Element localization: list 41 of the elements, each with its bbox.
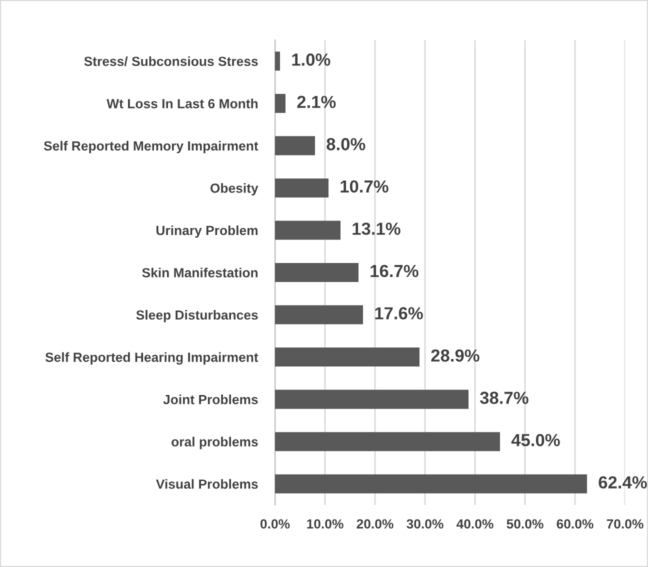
data-label: 17.6%: [375, 307, 423, 320]
x-tick-label: 10.0%: [307, 519, 344, 529]
data-label: 2.1%: [297, 96, 336, 108]
data-label: 45.0%: [511, 434, 560, 446]
y-tick-label: Sleep Disturbances: [136, 310, 258, 322]
bar: [275, 136, 315, 156]
data-label: 62.4%: [598, 476, 647, 489]
data-label: 1.0%: [292, 54, 330, 66]
x-tick-label: 70.0%: [606, 519, 644, 529]
data-label: 10.7%: [340, 180, 388, 193]
x-tick-label: 50.0%: [506, 519, 544, 529]
bar: [275, 178, 328, 198]
y-tick-label: oral problems: [172, 436, 258, 450]
x-tick-label: 30.0%: [406, 519, 444, 529]
bar: [275, 52, 280, 71]
y-tick-label: Urinary Problem: [156, 225, 258, 238]
y-tick-label: Self Reported Hearing Impairment: [45, 352, 258, 365]
x-tick-label: 40.0%: [456, 519, 494, 529]
bar: [275, 262, 358, 282]
bar: [275, 474, 587, 494]
y-tick-label: Obesity: [210, 183, 258, 196]
bar: [275, 94, 286, 113]
bar: [275, 305, 363, 324]
y-tick-label: Self Reported Memory Impairment: [44, 140, 258, 154]
x-tick-label: 20.0%: [356, 519, 394, 529]
y-tick-label: Visual Problems: [156, 479, 258, 489]
data-label: 8.0%: [326, 138, 366, 150]
y-tick-label: Skin Manifestation: [142, 268, 258, 278]
y-tick-label: Joint Problems: [163, 394, 258, 404]
data-label: 38.7%: [480, 392, 528, 404]
y-tick-label: Wt Loss In Last 6 Month: [106, 98, 258, 108]
data-label: 13.1%: [352, 222, 400, 235]
x-tick-label: 0.0%: [260, 519, 290, 529]
bar: [275, 432, 500, 452]
bar: [275, 220, 340, 240]
data-label: 28.9%: [431, 349, 480, 362]
y-tick-label: Stress/ Subconsious Stress: [84, 56, 258, 66]
bar: [275, 348, 420, 367]
x-tick-label: 60.0%: [556, 519, 594, 529]
data-label: 16.7%: [370, 264, 418, 278]
bar: [275, 390, 468, 409]
